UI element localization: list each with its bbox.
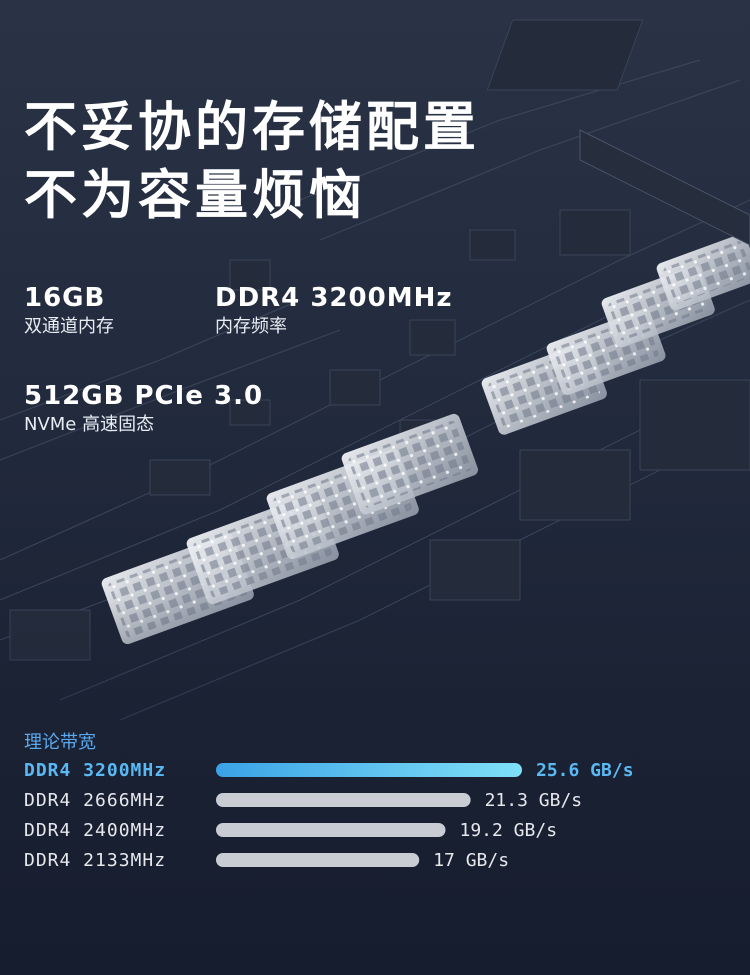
spec-label: NVMe 高速固态 [24, 414, 155, 435]
spec-value: DDR4 3200MHz [215, 283, 453, 313]
category-label: DDR4 3200MHz [24, 760, 166, 781]
headline-line-2: 不为容量烦恼 [24, 165, 366, 226]
spec-label: 双通道内存 [24, 316, 114, 337]
bar [216, 823, 446, 837]
spec-value: 512GB PCIe 3.0 [24, 381, 264, 411]
spec-memory-frequency: DDR4 3200MHz 内存频率 [215, 282, 452, 340]
bar [216, 853, 420, 867]
value-label: 21.3 GB/s [485, 790, 583, 811]
headline-line-1: 不妥协的存储配置 [24, 97, 480, 158]
chart-title: 理论带宽 [24, 732, 96, 753]
category-label: DDR4 2400MHz [24, 820, 166, 841]
value-label: 19.2 GB/s [460, 820, 558, 841]
bar [216, 763, 522, 777]
bar-chart-svg: DDR4 3200MHz 25.6 GB/s DDR4 2666MHz 21.3 GB… [24, 760, 634, 871]
value-label: 17 GB/s [433, 850, 509, 871]
category-label: DDR4 2133MHz [24, 850, 166, 871]
spec-value: 16GB [24, 283, 106, 313]
spec-label: 内存频率 [215, 316, 287, 337]
spec-memory-capacity: 16GB 双通道内存 [24, 282, 114, 340]
headline: 不妥协的存储配置 不为容量烦恼 [24, 94, 480, 230]
spec-ssd: 512GB PCIe 3.0 NVMe 高速固态 [24, 380, 263, 438]
category-label: DDR4 2666MHz [24, 790, 166, 811]
value-label: 25.6 GB/s [536, 760, 634, 781]
bandwidth-chart: 理论带宽 DDR4 3200MHz 25.6 GB/s DDR4 2666MHz 21… [24, 730, 724, 890]
bar [216, 793, 471, 807]
